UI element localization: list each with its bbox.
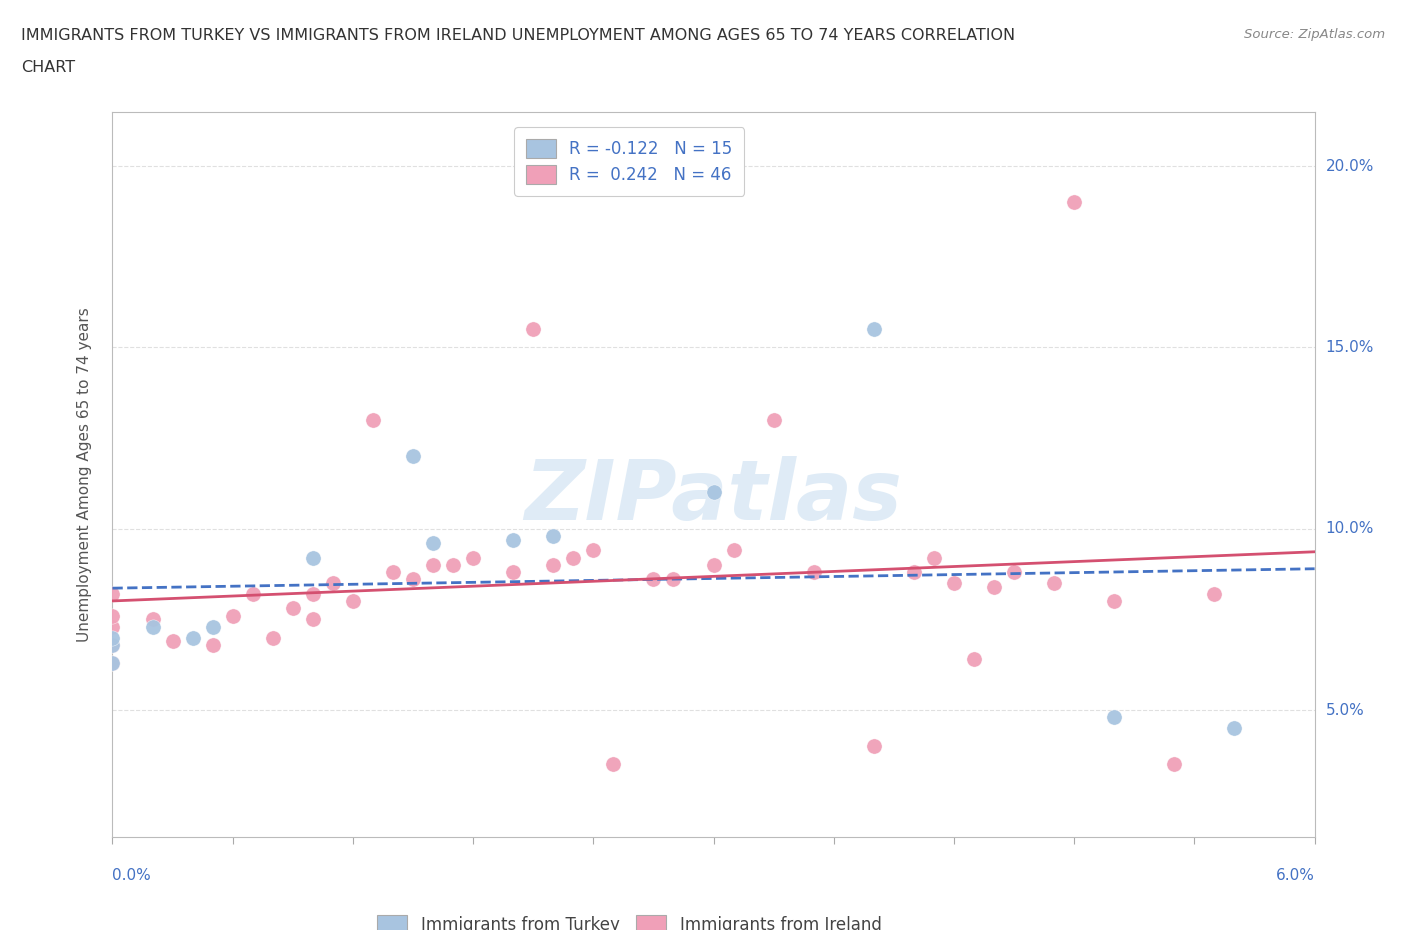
Point <box>262 631 284 645</box>
Text: 15.0%: 15.0% <box>1326 339 1374 355</box>
Point <box>422 558 444 573</box>
Point <box>382 565 405 579</box>
Point <box>361 413 384 428</box>
Point <box>422 536 444 551</box>
Point <box>862 322 886 337</box>
Text: 10.0%: 10.0% <box>1326 521 1374 537</box>
Point <box>402 572 425 587</box>
Point <box>101 619 124 634</box>
Point <box>461 551 484 565</box>
Point <box>441 558 464 573</box>
Point <box>903 565 925 579</box>
Point <box>643 572 665 587</box>
Point <box>302 612 325 627</box>
Point <box>702 485 725 500</box>
Point <box>582 543 605 558</box>
Point <box>963 652 986 667</box>
Point <box>1104 594 1126 609</box>
Text: IMMIGRANTS FROM TURKEY VS IMMIGRANTS FROM IRELAND UNEMPLOYMENT AMONG AGES 65 TO : IMMIGRANTS FROM TURKEY VS IMMIGRANTS FRO… <box>21 28 1015 43</box>
Point <box>342 594 364 609</box>
Point <box>702 558 725 573</box>
Point <box>662 572 685 587</box>
Point <box>302 551 325 565</box>
Point <box>222 608 245 623</box>
Point <box>322 576 344 591</box>
Point <box>602 757 624 772</box>
Point <box>101 637 124 652</box>
Text: CHART: CHART <box>21 60 75 75</box>
Text: Source: ZipAtlas.com: Source: ZipAtlas.com <box>1244 28 1385 41</box>
Point <box>242 587 264 602</box>
Point <box>141 612 163 627</box>
Point <box>402 449 425 464</box>
Point <box>201 637 224 652</box>
Point <box>502 532 524 547</box>
Point <box>1104 710 1126 724</box>
Text: 5.0%: 5.0% <box>1326 702 1364 718</box>
Point <box>101 656 124 671</box>
Point <box>562 551 585 565</box>
Point <box>862 738 886 753</box>
Point <box>543 558 565 573</box>
Y-axis label: Unemployment Among Ages 65 to 74 years: Unemployment Among Ages 65 to 74 years <box>77 307 91 642</box>
Point <box>943 576 966 591</box>
Point <box>181 631 204 645</box>
Point <box>101 608 124 623</box>
Point <box>302 587 325 602</box>
Text: ZIPatlas: ZIPatlas <box>524 456 903 537</box>
Point <box>1204 587 1226 602</box>
Text: 20.0%: 20.0% <box>1326 158 1374 174</box>
Text: 6.0%: 6.0% <box>1275 868 1315 883</box>
Point <box>522 322 544 337</box>
Point <box>922 551 945 565</box>
Text: 0.0%: 0.0% <box>112 868 152 883</box>
Point <box>762 413 785 428</box>
Legend: Immigrants from Turkey, Immigrants from Ireland: Immigrants from Turkey, Immigrants from … <box>366 903 893 930</box>
Point <box>723 543 745 558</box>
Point <box>101 637 124 652</box>
Point <box>1063 195 1085 210</box>
Point <box>141 619 163 634</box>
Point <box>162 633 184 648</box>
Point <box>101 587 124 602</box>
Point <box>1002 565 1025 579</box>
Point <box>201 619 224 634</box>
Point <box>1043 576 1066 591</box>
Point <box>543 528 565 543</box>
Point <box>101 631 124 645</box>
Point <box>1163 757 1185 772</box>
Point <box>502 565 524 579</box>
Point <box>983 579 1005 594</box>
Point <box>101 656 124 671</box>
Point <box>281 601 304 616</box>
Point <box>1223 721 1246 736</box>
Point <box>803 565 825 579</box>
